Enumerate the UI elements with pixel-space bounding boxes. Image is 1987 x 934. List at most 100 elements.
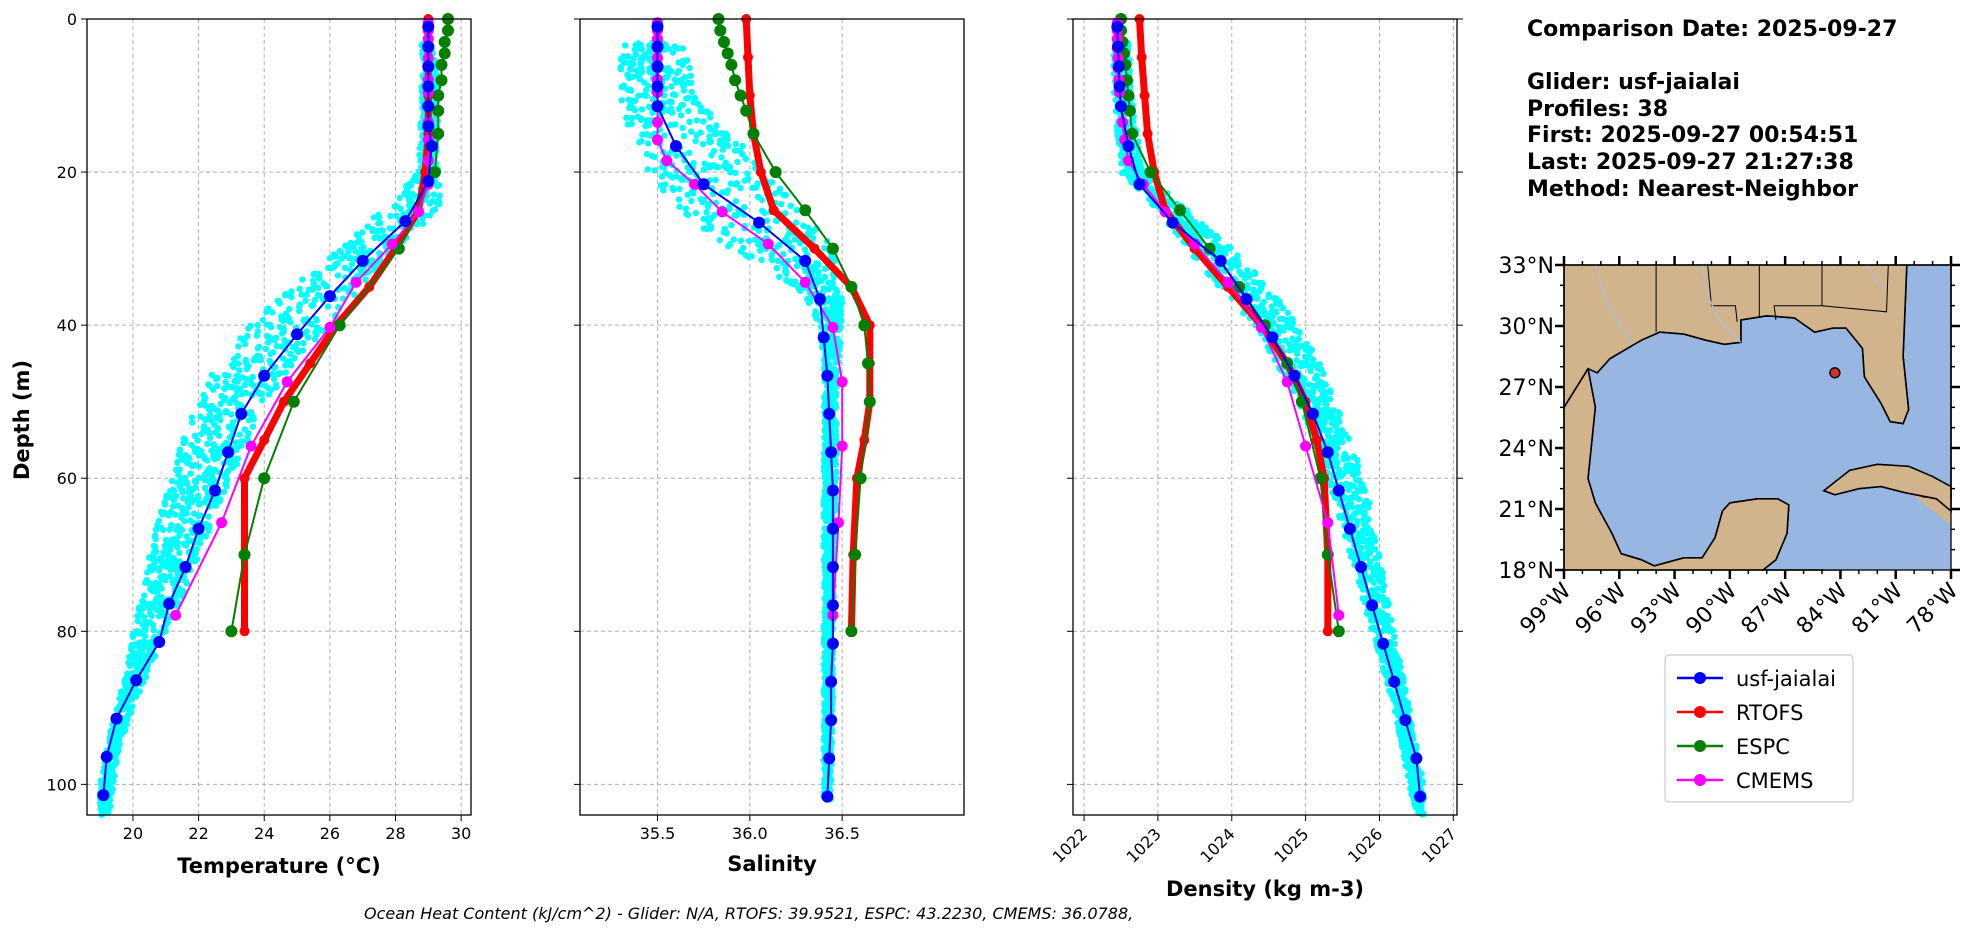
data-point — [651, 80, 664, 93]
scatter-point — [265, 339, 272, 346]
data-point — [661, 155, 673, 167]
scatter-point — [192, 484, 199, 491]
scatter-point — [201, 394, 209, 401]
data-point — [386, 238, 398, 250]
series-line — [102, 26, 433, 796]
scatter-point — [166, 573, 173, 580]
x-axis-label-salinity: Salinity — [727, 852, 817, 876]
scatter-point — [732, 181, 739, 188]
data-point — [333, 319, 346, 332]
data-point — [799, 254, 812, 267]
series-usf-jaialai — [651, 20, 839, 803]
scatter-point — [1419, 780, 1426, 787]
scatter-point — [732, 140, 739, 147]
scatter-point — [1250, 279, 1258, 286]
scatter-point — [300, 339, 307, 347]
y-tick-label: 100 — [46, 775, 77, 794]
scatter-point — [1367, 564, 1375, 571]
data-point — [432, 104, 445, 117]
data-point — [1322, 517, 1334, 529]
x-tick-label: 30 — [451, 824, 471, 843]
axes-frame — [86, 18, 472, 816]
data-point — [768, 205, 779, 216]
scatter-point — [749, 184, 756, 191]
scatter-point — [673, 152, 680, 159]
scatter-point — [624, 86, 632, 94]
scatter-point — [669, 184, 676, 191]
scatter-point — [1303, 340, 1310, 348]
data-point — [422, 60, 435, 73]
scatter-point — [1293, 347, 1301, 354]
scatter-point — [410, 177, 417, 184]
data-point — [438, 47, 451, 60]
series-espc — [225, 13, 454, 638]
scatter-point — [673, 69, 681, 77]
first-time: First: 2025-09-27 00:54:51 — [1527, 123, 1858, 148]
scatter-point — [183, 580, 190, 587]
scatter-point — [782, 191, 790, 199]
scatter-point — [734, 158, 741, 166]
scatter-point — [202, 402, 209, 409]
scatter-point — [345, 245, 353, 253]
scatter-point — [1375, 575, 1383, 583]
scatter-point — [1320, 370, 1327, 378]
data-point — [192, 522, 205, 535]
data-point — [422, 20, 435, 33]
x-axis-label-density: Density (kg m-3) — [1166, 877, 1364, 901]
scatter-point — [1364, 529, 1372, 537]
scatter-point — [1351, 556, 1359, 564]
scatter-point — [143, 620, 151, 627]
scatter-point — [113, 758, 120, 765]
scatter-point — [174, 543, 181, 551]
data-point — [216, 517, 228, 529]
scatter-point — [157, 508, 165, 515]
scatter-point — [263, 332, 271, 340]
scatter-point — [211, 442, 218, 449]
scatter-point — [736, 147, 744, 155]
scatter-point — [1258, 279, 1266, 287]
data-point — [817, 331, 830, 344]
scatter-point — [97, 806, 104, 813]
data-point — [799, 204, 812, 217]
scatter-point — [211, 453, 218, 460]
scatter-point — [156, 567, 163, 574]
scatter-point — [97, 777, 105, 784]
scatter-point — [285, 317, 293, 324]
scatter-point — [665, 71, 672, 78]
map-frame — [1563, 264, 1952, 571]
scatter-point — [208, 417, 216, 424]
data-point — [826, 599, 839, 612]
scatter-point — [1119, 169, 1126, 177]
scatter-point — [1330, 407, 1337, 414]
scatter-point — [274, 370, 282, 378]
scatter-point — [707, 225, 714, 232]
scatter-point — [822, 634, 829, 641]
data-point — [744, 90, 755, 101]
data-point — [1288, 369, 1301, 382]
map-lon-label: 99°W — [1516, 578, 1577, 639]
scatter-point — [208, 371, 216, 378]
scatter-point — [825, 540, 832, 547]
scatter-point — [286, 358, 294, 365]
scatter-point — [821, 580, 828, 587]
scatter-point — [353, 231, 361, 238]
scatter-point — [821, 273, 829, 280]
scatter-point — [832, 286, 839, 293]
scatter-point — [175, 467, 183, 474]
scatter-point — [1351, 493, 1358, 501]
scatter-point — [640, 92, 647, 99]
scatter-point — [805, 224, 812, 231]
scatter-point — [315, 272, 323, 279]
scatter-point — [822, 552, 829, 559]
data-point — [356, 254, 369, 267]
series-usf-jaialai — [97, 20, 438, 802]
method: Method: Nearest-Neighbor — [1527, 177, 1858, 202]
scatter-point — [724, 136, 731, 143]
scatter-point — [723, 189, 731, 197]
data-point — [1136, 52, 1147, 63]
scatter-point — [831, 460, 839, 467]
data-point — [209, 484, 221, 497]
legend-label: RTOFS — [1736, 701, 1803, 725]
scatter-point — [168, 561, 176, 568]
